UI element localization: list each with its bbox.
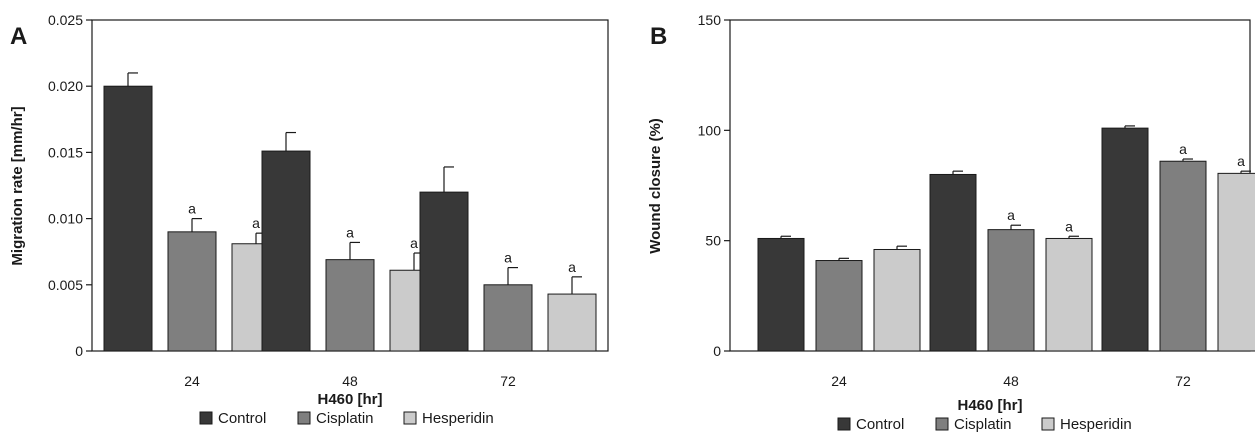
bar-control-72 [419,191,469,352]
bar-control-48 [929,173,977,352]
bar-hesperidin-72 [1217,172,1255,352]
legend-label-control: Control [856,416,904,433]
panel-a-marks: 0 0.005 0.010 0.015 0.020 0.025 a a 24 a a 48 a a 72 [48,12,597,389]
panel-b-x-axis-title: H460 [hr] [957,397,1022,414]
y-tick-label: 100 [698,122,722,138]
x-tick-label: 48 [1003,373,1019,389]
bar-control-24 [103,85,153,352]
panel-b-letter: B [650,23,667,50]
significance-label: a [1065,218,1073,234]
y-tick-label: 0 [75,343,83,359]
legend-swatch-cisplatin [935,417,949,431]
legend-swatch-hesperidin [403,411,417,425]
bar-hesperidin-72 [547,293,597,352]
significance-label: a [1007,207,1015,223]
significance-label: a [252,215,260,231]
legend-swatch-control [837,417,851,431]
panel-a-x-axis-title: H460 [hr] [317,391,382,408]
significance-label: a [346,224,354,240]
legend-swatch-hesperidin [1041,417,1055,431]
significance-label: a [410,235,418,251]
y-tick-label: 0.010 [48,211,83,227]
bar-hesperidin-24 [873,248,921,352]
legend-label-control: Control [218,410,266,427]
panel-b-marks: 0 50 100 150 24 a a 48 a a 72 [698,12,1255,389]
x-tick-label: 48 [342,373,358,389]
significance-label: a [504,250,512,266]
significance-label: a [188,201,196,217]
panel-b-legend: Control Cisplatin Hesperidin [837,416,1132,433]
bar-cisplatin-72 [483,284,533,352]
y-tick-label: 0.015 [48,144,83,160]
bar-cisplatin-24 [167,231,217,352]
x-tick-label: 72 [1175,373,1191,389]
panel-b-y-axis-title: Wound closure (%) [647,118,664,254]
legend-label-cisplatin: Cisplatin [954,416,1012,433]
y-tick-label: 0.025 [48,12,83,28]
y-tick-label: 0.020 [48,78,83,94]
bar-cisplatin-24 [815,260,863,352]
x-tick-label: 24 [184,373,200,389]
y-tick-label: 0 [713,343,721,359]
y-tick-label: 150 [698,12,722,28]
significance-label: a [568,259,576,275]
bar-control-24 [757,237,805,352]
significance-label: a [1179,141,1187,157]
bar-control-72 [1101,127,1149,352]
significance-label: a [1237,153,1245,169]
bar-cisplatin-48 [325,259,375,352]
legend-label-hesperidin: Hesperidin [1060,416,1132,433]
bar-control-48 [261,150,311,352]
x-tick-label: 24 [831,373,847,389]
bar-cisplatin-72 [1159,160,1207,352]
legend-swatch-control [199,411,213,425]
bar-cisplatin-48 [987,229,1035,352]
panel-a-letter: A [10,23,27,50]
bar-hesperidin-48 [1045,237,1093,352]
y-tick-label: 50 [705,233,721,249]
panel-a: A 0 0.005 0.010 0.015 0.020 0.025 a a 24 a a 48 a a 72… [9,12,609,427]
legend-label-hesperidin: Hesperidin [422,410,494,427]
legend-swatch-cisplatin [297,411,311,425]
legend-label-cisplatin: Cisplatin [316,410,374,427]
x-tick-label: 72 [500,373,516,389]
y-tick-label: 0.005 [48,277,83,293]
panel-a-y-axis-title: Migration rate [mm/hr] [9,106,26,265]
panel-a-legend: Control Cisplatin Hesperidin [199,410,494,427]
